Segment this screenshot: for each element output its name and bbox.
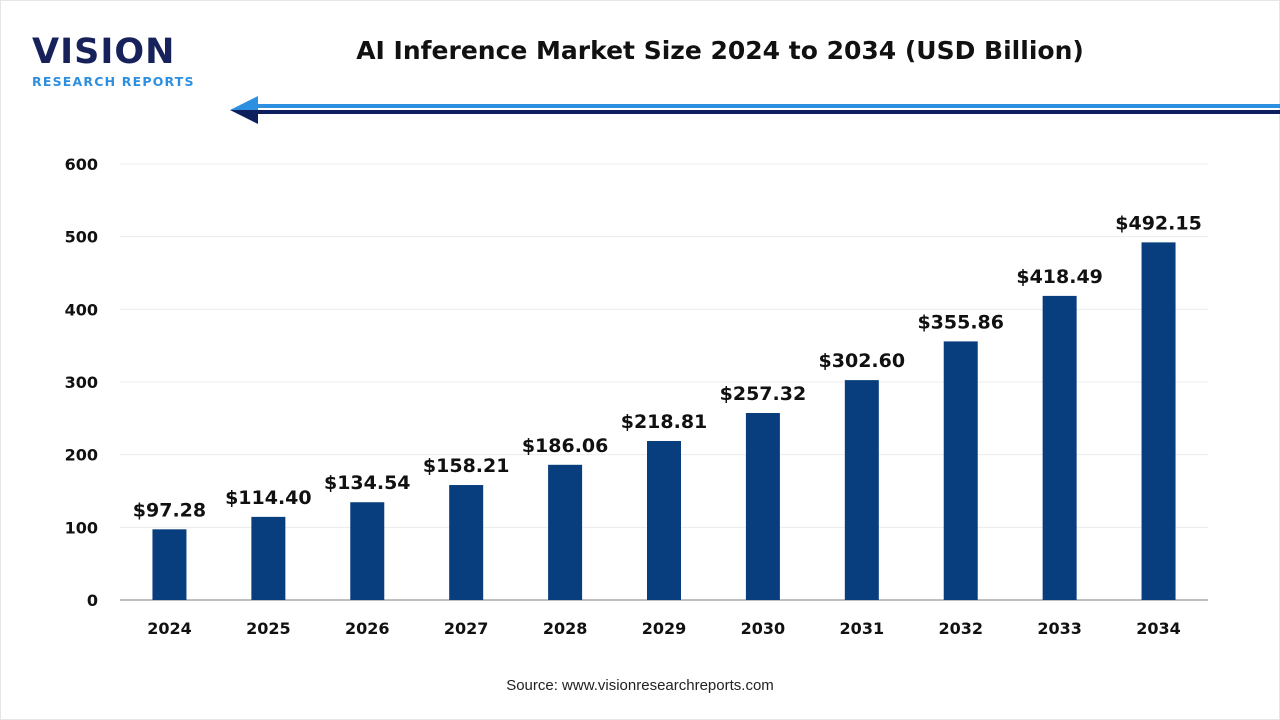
arrow-decoration (230, 96, 1280, 124)
x-tick-label: 2033 (1037, 619, 1082, 638)
bar-2024 (152, 529, 187, 600)
bar-2034 (1141, 242, 1176, 600)
y-tick-label: 0 (87, 591, 98, 610)
data-label-2027: $158.21 (423, 455, 510, 477)
y-tick-label: 600 (65, 155, 98, 174)
data-label-2031: $302.60 (819, 350, 906, 372)
data-label-2030: $257.32 (720, 383, 807, 405)
x-tick-label: 2026 (345, 619, 390, 638)
x-tick-label: 2031 (840, 619, 885, 638)
data-label-2028: $186.06 (522, 435, 609, 457)
chart-title: AI Inference Market Size 2024 to 2034 (U… (356, 36, 1084, 65)
logo-main-text: VISION (32, 32, 176, 72)
x-tick-label: 2034 (1136, 619, 1181, 638)
logo: VISION RESEARCH REPORTS (32, 34, 195, 89)
logo-sub-text: RESEARCH REPORTS (32, 74, 195, 89)
data-label-2034: $492.15 (1115, 212, 1202, 234)
arrow-light-head (230, 96, 258, 110)
x-tick-label: 2030 (741, 619, 786, 638)
y-tick-label: 400 (65, 300, 98, 319)
y-tick-label: 300 (65, 373, 98, 392)
source-note: Source: www.visionresearchreports.com (506, 677, 774, 694)
x-tick-label: 2025 (246, 619, 291, 638)
data-label-2033: $418.49 (1016, 266, 1103, 288)
arrow-dark-head (230, 110, 258, 124)
bar-2026 (350, 502, 385, 600)
data-label-2025: $114.40 (225, 487, 312, 509)
y-tick-label: 500 (65, 228, 98, 247)
arrow-dark-line (256, 110, 1280, 114)
data-label-2024: $97.28 (133, 499, 206, 521)
data-label-2026: $134.54 (324, 472, 411, 494)
arrow-light-line (256, 104, 1280, 108)
bar-2030 (745, 413, 780, 600)
y-tick-label: 200 (65, 446, 98, 465)
bar-2027 (449, 485, 484, 600)
x-tick-label: 2029 (642, 619, 687, 638)
x-tick-label: 2027 (444, 619, 489, 638)
bar-2031 (844, 380, 879, 600)
bar-2032 (943, 341, 978, 600)
bar-2033 (1042, 295, 1077, 600)
bar-2028 (548, 464, 583, 600)
bar-2029 (647, 440, 681, 600)
x-tick-label: 2024 (147, 619, 192, 638)
data-label-2029: $218.81 (621, 411, 708, 433)
y-tick-label: 100 (65, 518, 98, 537)
x-tick-label: 2032 (938, 619, 983, 638)
x-tick-label: 2028 (543, 619, 588, 638)
data-label-2032: $355.86 (917, 311, 1004, 333)
bar-2025 (251, 516, 286, 600)
